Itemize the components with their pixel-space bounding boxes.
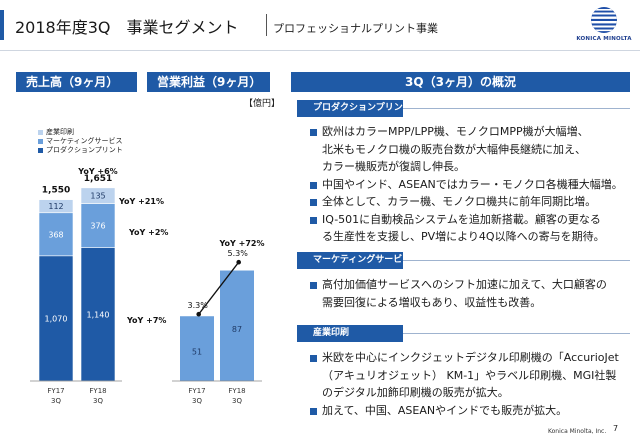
sales-bar-segment xyxy=(38,212,74,257)
konica-minolta-logo: KONICA MINOLTA xyxy=(574,4,634,48)
legend-item-marketing-services: マーケティングサービス xyxy=(38,137,123,146)
unit-label: 【億円】 xyxy=(244,99,281,109)
sales-total-label: 1,550 xyxy=(42,186,70,196)
sales-segment-yoy: YoY +21% xyxy=(118,197,164,206)
page-title: 2018年度3Q 事業セグメント xyxy=(15,18,239,37)
sales-segment-label: 112 xyxy=(48,202,63,211)
profit-category-label: FY18 xyxy=(228,387,245,395)
sales-segment-label: 1,070 xyxy=(45,314,68,323)
profit-category-label: 3Q xyxy=(232,397,242,405)
section-tag-industrial-print: 産業印刷 xyxy=(297,325,403,342)
legend-label: 産業印刷 xyxy=(46,128,74,136)
margin-label: 3.3% xyxy=(188,301,209,310)
sales-category-label: FY18 xyxy=(89,387,106,395)
margin-point xyxy=(196,311,201,317)
page-number: 7 xyxy=(613,424,619,433)
profit-category-label: 3Q xyxy=(192,397,202,405)
margin-point xyxy=(236,259,241,265)
sales-bar-segment xyxy=(80,247,116,382)
sales-segment-yoy: YoY +2% xyxy=(128,228,168,237)
bullet-item: 欧州はカラーMPP/LPP機、モノクロMPP機が大幅増、 北米もモノクロ機の販売… xyxy=(310,123,623,176)
bullet-item: 米欧を中心にインクジェットデジタル印刷機の「AccurioJet （アキュリオジ… xyxy=(310,349,619,402)
sales-bar-segment xyxy=(80,203,116,248)
legend-swatch xyxy=(38,130,43,135)
bullet-item: 中国やインド、ASEANではカラー・モノクロ各機種大幅増。 xyxy=(310,176,623,194)
sales-bar-segment xyxy=(38,255,74,382)
title-accent xyxy=(0,10,4,40)
sales-category-label: 3Q xyxy=(93,397,103,405)
sales-category-label: FY17 xyxy=(47,387,64,395)
footer-company: Konica Minolta, Inc. xyxy=(548,428,607,435)
sales-total-yoy: YoY +6% xyxy=(77,167,117,176)
bullet-item: 高付加価値サービスへのシフト加速に加えて、大口顧客の 需要回復による増収もあり、… xyxy=(310,276,607,311)
legend-item-production-print: プロダクションプリント xyxy=(38,146,123,155)
profit-bar xyxy=(220,270,254,381)
section-rule xyxy=(403,108,630,109)
sales-segment-label: 376 xyxy=(90,222,105,231)
sales-category-label: 3Q xyxy=(51,397,61,405)
margin-line xyxy=(198,261,240,315)
margin-label: 5.3% xyxy=(228,249,249,258)
marketing-services-bullets: 高付加価値サービスへのシフト加速に加えて、大口顧客の 需要回復による増収もあり、… xyxy=(310,276,607,311)
overview-header: 3Q（3ヶ月）の概況 xyxy=(291,72,630,92)
title-rule xyxy=(0,50,640,51)
section-tag-production-print: プロダクションプリント xyxy=(297,100,403,130)
sales-segment-label: 368 xyxy=(48,230,63,239)
title-separator xyxy=(266,14,267,36)
legend-swatch xyxy=(38,148,43,153)
legend-label: プロダクションプリント xyxy=(46,146,123,154)
sales-segment-yoy: YoY +7% xyxy=(126,316,166,325)
production-print-bullets: 欧州はカラーMPP/LPP機、モノクロMPP機が大幅増、 北米もモノクロ機の販売… xyxy=(310,123,623,246)
section-tag-marketing-services: マーケティングサービス xyxy=(297,252,403,282)
sales-header: 売上高（9ヶ月） xyxy=(16,72,137,92)
sales-bar-segment xyxy=(38,199,74,214)
profit-yoy: YoY +72% xyxy=(219,239,265,248)
legend-label: マーケティングサービス xyxy=(46,137,123,145)
sales-segment-label: 1,140 xyxy=(87,310,110,319)
bullet-item: 全体として、カラー機、モノクロ機共に前年同期比増。 xyxy=(310,193,623,211)
page-subtitle: プロフェッショナルプリント事業 xyxy=(273,22,438,35)
profit-category-label: FY17 xyxy=(188,387,205,395)
section-rule xyxy=(403,260,630,261)
bullet-item: 加えて、中国、ASEANやインドでも販売が拡大。 xyxy=(310,402,619,420)
legend-swatch xyxy=(38,139,43,144)
segment-charts: 1,070 368 112 1,550 FY17 3Q 1,140 376 135 1,651 FY… xyxy=(30,167,265,405)
title-bar: 2018年度3Q 事業セグメント プロフェッショナルプリント事業 KONICA … xyxy=(0,0,640,52)
profit-bar xyxy=(180,316,214,381)
sales-segment-label: 135 xyxy=(90,192,105,201)
legend-item-industrial-print: 産業印刷 xyxy=(38,128,123,137)
operating-profit-header: 営業利益（9ヶ月） xyxy=(147,72,270,92)
logo-text: KONICA MINOLTA xyxy=(576,36,632,42)
sales-bar-segment xyxy=(80,187,116,204)
industrial-print-bullets: 米欧を中心にインクジェットデジタル印刷機の「AccurioJet （アキュリオジ… xyxy=(310,349,619,419)
globe-logo-icon xyxy=(591,7,617,33)
profit-bar-label: 87 xyxy=(232,325,242,334)
profit-bar-label: 51 xyxy=(192,348,202,357)
sales-total-label: 1,651 xyxy=(84,174,112,184)
chart-legend: 産業印刷 マーケティングサービス プロダクションプリント xyxy=(38,128,123,155)
section-rule xyxy=(403,333,630,334)
bullet-item: IQ-501に自動検品システムを追加新搭載。顧客の更なる る生産性を支援し、PV… xyxy=(310,211,623,246)
